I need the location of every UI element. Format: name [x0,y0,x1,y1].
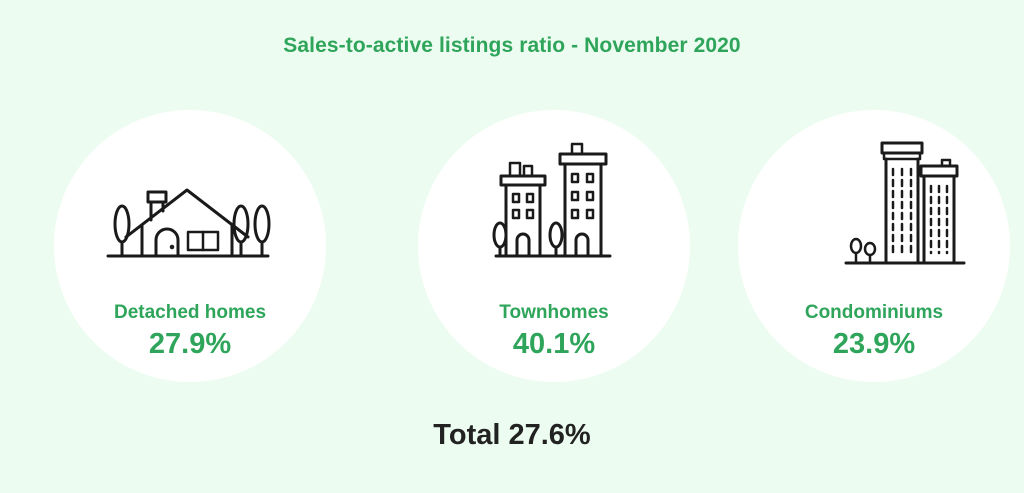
card-value: 27.9% [148,328,232,360]
house-icon [106,188,271,258]
card-detached-homes: Detached homes 27.9% [54,110,326,382]
card-condominiums: Condominiums 23.9% [738,110,1010,382]
card-label: Detached homes [113,302,267,323]
card-townhomes: Townhomes 40.1% [418,110,690,382]
card-value: 40.1% [512,328,596,360]
card-value: 23.9% [832,328,916,360]
condo-towers-icon [844,141,966,265]
page-title: Sales-to-active listings ratio - Novembe… [283,34,741,57]
total-ratio: Total 27.6% [433,419,591,451]
card-label: Condominiums [804,302,944,323]
townhouse-buildings-icon [492,142,612,258]
card-label: Townhomes [499,302,609,323]
